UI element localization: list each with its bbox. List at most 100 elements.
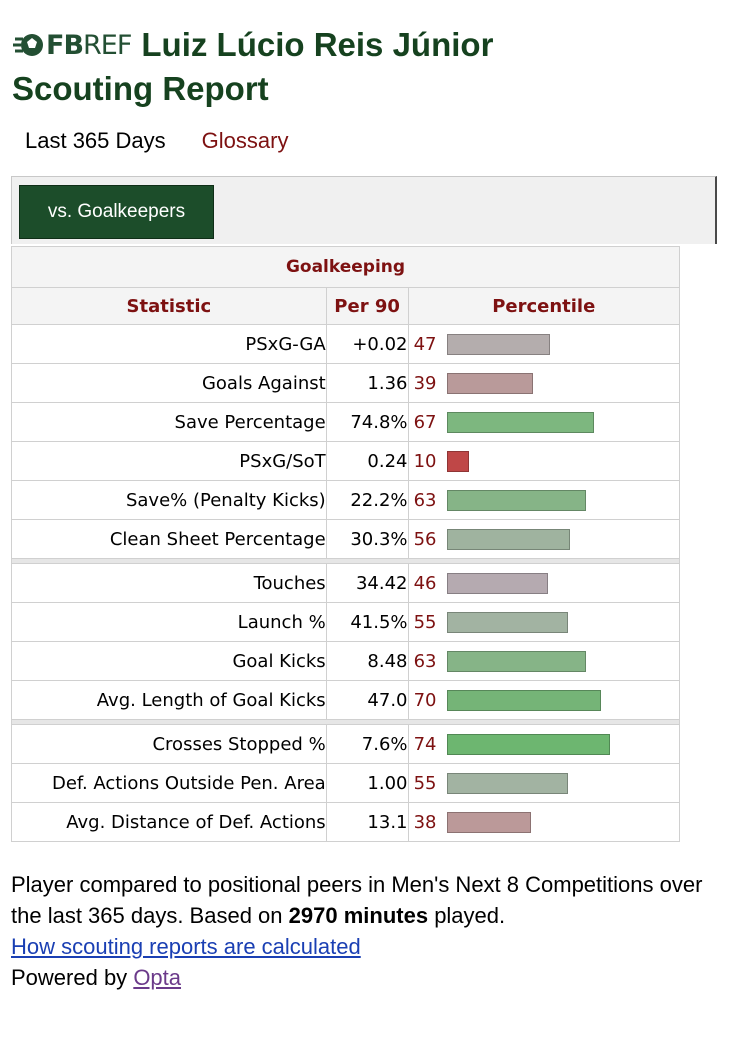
percentile-value: 46 [413, 572, 437, 594]
percentile-value: 56 [413, 528, 437, 550]
soccer-ball-icon [13, 34, 43, 56]
per90-value: 34.42 [325, 563, 409, 603]
percentile-value: 67 [413, 411, 437, 433]
percentile-bar [446, 611, 568, 633]
table-row: Save% (Penalty Kicks) 22.2% 63 [11, 480, 680, 520]
tab-last-365-days[interactable]: Last 365 Days [25, 128, 166, 153]
per90-value: 22.2% [325, 480, 409, 520]
table-row: Def. Actions Outside Pen. Area 1.00 55 [11, 763, 680, 803]
percentile-value: 39 [413, 372, 437, 394]
table-row: Clean Sheet Percentage 30.3% 56 [11, 519, 680, 559]
per90-value: 1.00 [325, 763, 409, 803]
percentile-bar [446, 689, 601, 711]
percentile-value: 70 [413, 689, 437, 711]
per90-value: 1.36 [325, 363, 409, 403]
percentile-bar [446, 372, 533, 394]
table-row: Touches 34.42 46 [11, 563, 680, 603]
stat-name[interactable]: PSxG-GA [11, 324, 327, 364]
powered-by-text: Powered by [11, 965, 128, 990]
percentile-cell: 38 [407, 802, 680, 842]
per90-value: 13.1 [325, 802, 409, 842]
stat-name[interactable]: PSxG/SoT [11, 441, 327, 481]
percentile-value: 10 [413, 450, 437, 472]
glossary-link[interactable]: Glossary [201, 128, 289, 153]
table-row: Avg. Distance of Def. Actions 13.1 38 [11, 802, 680, 842]
section-title: Goalkeeping [11, 246, 680, 288]
minutes-played: 2970 minutes [288, 903, 429, 928]
page-subtitle: Scouting Report [12, 70, 269, 107]
percentile-cell: 63 [407, 641, 680, 681]
percentile-bar [446, 772, 568, 794]
percentile-cell: 63 [407, 480, 680, 520]
vs-goalkeepers-button[interactable]: vs. Goalkeepers [19, 185, 214, 239]
per90-value: 0.24 [325, 441, 409, 481]
comparison-filter-bar: vs. Goalkeepers [11, 176, 717, 244]
per90-value: 74.8% [325, 402, 409, 442]
stat-name[interactable]: Clean Sheet Percentage [11, 519, 327, 559]
period-tabs: Last 365 Days Glossary [12, 128, 288, 154]
percentile-cell: 56 [407, 519, 680, 559]
opta-link[interactable]: Opta [133, 965, 182, 990]
percentile-cell: 55 [407, 763, 680, 803]
stat-name[interactable]: Touches [11, 563, 327, 603]
footnote-text: Player compared to positional peers in M… [11, 872, 703, 928]
logo-text-rest: REF [83, 29, 132, 61]
percentile-cell: 46 [407, 563, 680, 603]
column-header-percentile[interactable]: Percentile [407, 287, 680, 325]
column-header-statistic[interactable]: Statistic [11, 287, 327, 325]
percentile-value: 47 [413, 333, 437, 355]
percentile-value: 38 [413, 811, 437, 833]
percentile-cell: 10 [407, 441, 680, 481]
table-row: Save Percentage 74.8% 67 [11, 402, 680, 442]
column-header-per90[interactable]: Per 90 [325, 287, 409, 325]
stat-name[interactable]: Avg. Distance of Def. Actions [11, 802, 327, 842]
percentile-bar [446, 650, 586, 672]
table-row: Goal Kicks 8.48 63 [11, 641, 680, 681]
percentile-bar [446, 811, 531, 833]
percentile-bar [446, 411, 594, 433]
calculation-link[interactable]: How scouting reports are calculated [11, 934, 361, 959]
stat-name[interactable]: Def. Actions Outside Pen. Area [11, 763, 327, 803]
percentile-bar [446, 572, 548, 594]
percentile-value: 55 [413, 611, 437, 633]
stat-name[interactable]: Save Percentage [11, 402, 327, 442]
per90-value: 47.0 [325, 680, 409, 720]
per90-value: 30.3% [325, 519, 409, 559]
percentile-value: 63 [413, 489, 437, 511]
percentile-cell: 39 [407, 363, 680, 403]
fbref-logo[interactable]: FB REF [12, 29, 132, 61]
percentile-value: 55 [413, 772, 437, 794]
stat-name[interactable]: Goals Against [11, 363, 327, 403]
page-header: FB REF Luiz Lúcio Reis Júnior Scouting Re… [12, 22, 718, 110]
percentile-cell: 47 [407, 324, 680, 364]
stat-name[interactable]: Launch % [11, 602, 327, 642]
footnote-played: played. [434, 903, 506, 928]
percentile-cell: 55 [407, 602, 680, 642]
percentile-bar [446, 733, 610, 755]
percentile-value: 74 [413, 733, 437, 755]
logo-text-bold: FB [46, 29, 84, 61]
percentile-bar [446, 450, 469, 472]
percentile-bar [446, 528, 570, 550]
table-row: Launch % 41.5% 55 [11, 602, 680, 642]
table-row: Avg. Length of Goal Kicks 47.0 70 [11, 680, 680, 720]
stat-name[interactable]: Avg. Length of Goal Kicks [11, 680, 327, 720]
footnote: Player compared to positional peers in M… [11, 869, 711, 993]
stat-name[interactable]: Crosses Stopped % [11, 724, 327, 764]
player-name: Luiz Lúcio Reis Júnior [141, 26, 494, 63]
per90-value: 41.5% [325, 602, 409, 642]
per90-value: +0.02 [325, 324, 409, 364]
stat-name[interactable]: Goal Kicks [11, 641, 327, 681]
table-row: Crosses Stopped % 7.6% 74 [11, 724, 680, 764]
stat-name[interactable]: Save% (Penalty Kicks) [11, 480, 327, 520]
table-row: PSxG-GA +0.02 47 [11, 324, 680, 364]
percentile-bar [446, 489, 586, 511]
percentile-bar [446, 333, 550, 355]
percentile-value: 63 [413, 650, 437, 672]
per90-value: 7.6% [325, 724, 409, 764]
percentile-cell: 67 [407, 402, 680, 442]
percentile-cell: 74 [407, 724, 680, 764]
per90-value: 8.48 [325, 641, 409, 681]
scouting-table: Goalkeeping Statistic Per 90 Percentile … [11, 246, 680, 842]
table-row: PSxG/SoT 0.24 10 [11, 441, 680, 481]
